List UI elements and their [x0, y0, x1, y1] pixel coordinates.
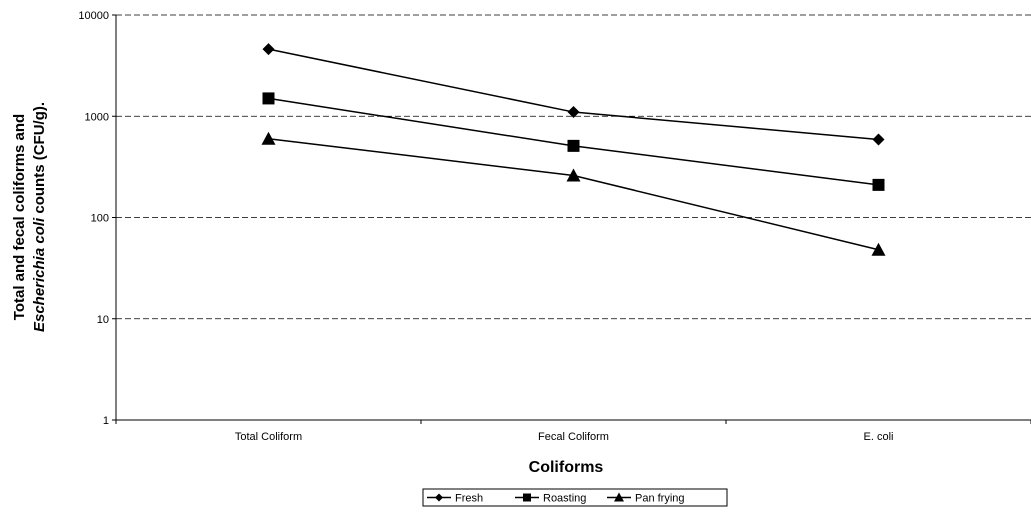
x-tick-labels: Total Coliform Fecal Coliform E. coli: [115, 420, 1031, 443]
y-tick-label: 10000: [78, 10, 109, 22]
y-tick-label: 10: [97, 314, 109, 326]
y-tick-labels: 1 10 100 1000 10000: [78, 10, 116, 427]
series-line: [268, 48, 879, 141]
diamond-marker: [567, 106, 580, 119]
series-lines: [261, 43, 886, 256]
diamond-marker: [872, 133, 885, 146]
legend-label: Roasting: [543, 493, 586, 505]
x-tick-label: E. coli: [864, 431, 894, 443]
y-axis-title-italic: Escherichia coli: [31, 217, 48, 332]
diamond-marker: [435, 493, 443, 502]
series-pan-frying: [261, 131, 886, 256]
x-tick-label: Fecal Coliform: [538, 431, 609, 443]
x-tick-label: Total Coliform: [235, 431, 302, 443]
triangle-marker: [614, 492, 624, 502]
legend-label: Pan frying: [635, 493, 685, 505]
y-axis-title-rest: counts (CFU/g).: [31, 102, 48, 218]
x-axis-title: Coliforms: [529, 459, 604, 476]
grid-lines: [116, 14, 1031, 320]
square-marker: [567, 139, 580, 152]
series-line: [268, 137, 879, 251]
legend-item: Pan frying: [607, 492, 685, 505]
y-axis-title: Total and fecal coliforms and: [11, 114, 28, 320]
y-tick-label: 1000: [85, 111, 109, 123]
legend-item: Fresh: [427, 493, 483, 505]
legend-item: Roasting: [515, 493, 586, 505]
y-axis-title-line2: Escherichia coli counts (CFU/g).: [31, 102, 48, 332]
legend-box: [422, 488, 728, 507]
triangle-marker: [261, 131, 276, 145]
legend-label: Fresh: [455, 493, 483, 505]
square-marker: [262, 92, 275, 105]
square-marker: [872, 178, 885, 191]
diamond-marker: [262, 43, 275, 56]
legend: Fresh Roasting Pan frying: [422, 488, 728, 507]
y-tick-label: 1: [103, 415, 109, 427]
series-roasting: [262, 92, 885, 191]
y-tick-label: 100: [91, 213, 109, 225]
triangle-marker: [871, 242, 886, 256]
square-marker: [523, 493, 531, 502]
triangle-marker: [566, 168, 581, 182]
series-fresh: [262, 43, 885, 146]
